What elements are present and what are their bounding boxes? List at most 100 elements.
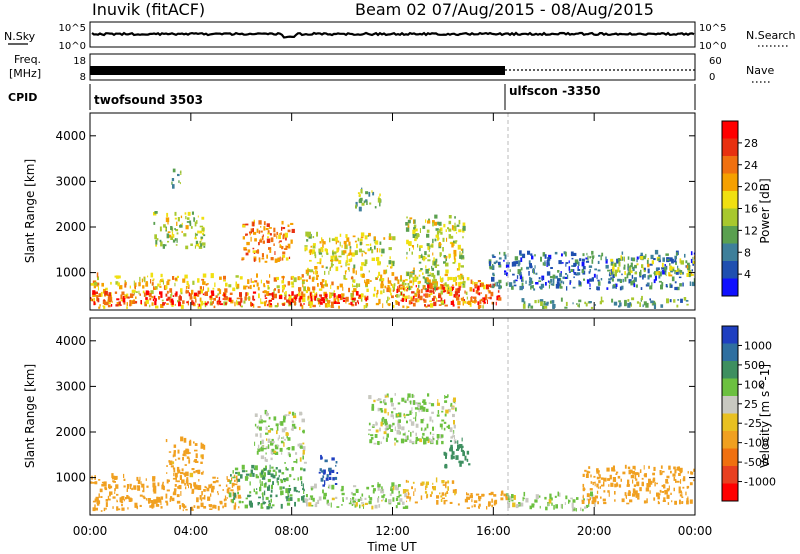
velocity-cell [652,477,656,482]
velocity-cell [678,490,682,494]
velocity-cell [336,506,340,508]
velocity-cell [441,440,444,445]
power-cell [245,233,248,236]
velocity-cell [318,471,321,474]
velocity-cell [549,497,553,501]
power-cell [134,286,136,290]
power-cell [118,275,121,279]
velocity-cell [165,439,168,443]
power-cell [458,266,461,271]
power-cell [423,298,425,302]
velocity-cell [269,464,271,470]
velocity-cell [426,423,429,429]
power-cell [412,302,416,307]
velocity-cell [265,465,267,469]
power-cell [668,274,673,277]
power-cell [207,301,209,304]
nsearch-label: N.Search [746,29,796,42]
velocity-cell [232,470,234,474]
velocity-cell [311,504,314,507]
velocity-cell [328,468,332,472]
power-cell [321,297,325,301]
power-cell [154,300,157,306]
velocity-cell [420,495,423,500]
velocity-cell [443,451,446,455]
velocity-cell [380,489,383,491]
velocity-cell [320,477,324,482]
velocity-cell [627,466,631,469]
power-cell [611,298,614,303]
velocity-cell [456,448,459,451]
power-cell [439,242,441,247]
velocity-cell [648,478,651,484]
power-cell [431,272,434,277]
power-cell [184,212,187,215]
power-cell [590,306,594,309]
power-cell [160,241,163,247]
velocity-cell [411,441,415,444]
velocity-cell [276,477,278,483]
velocity-cell [197,469,201,475]
velocity-cell [201,472,204,475]
power-colorbar-tick-label: 24 [744,159,758,172]
power-cell [152,278,155,281]
velocity-cell [612,477,616,482]
power-cell [329,266,332,269]
velocity-cell [268,503,271,507]
power-cell [417,280,421,284]
power-cell [156,238,159,241]
velocity-cell [529,505,532,510]
velocity-cell [444,413,447,417]
power-cell [158,296,161,300]
power-cell [365,191,369,195]
velocity-cell [379,427,381,432]
power-cell [147,275,149,278]
power-cell [273,233,276,237]
velocity-cell [281,472,285,475]
power-cell [174,303,176,306]
power-cell [392,261,395,267]
power-cell [162,280,164,285]
power-cell [686,274,690,277]
power-cell [319,258,322,262]
power-cell [115,281,119,285]
velocity-cell [460,449,465,452]
power-cell [266,291,270,296]
velocity-cell [377,483,381,488]
power-cell [494,282,496,287]
power-cell [282,303,285,306]
power-cell [172,239,176,243]
velocity-cell [512,502,516,508]
power-cell [636,259,638,263]
power-cell [692,260,695,264]
power-cell [476,285,480,291]
velocity-cell [257,448,261,452]
time-tick-label: 16:00 [476,524,511,538]
power-cell [533,288,536,291]
power-cell [360,189,363,194]
velocity-cell [659,489,662,493]
velocity-cell [385,437,388,442]
velocity-cell [452,489,456,494]
velocity-cell [259,418,263,420]
power-cell [678,276,682,279]
velocity-cell [167,479,170,482]
power-cell [454,240,457,244]
velocity-cell [308,497,311,500]
power-cell [359,241,362,246]
velocity-cell [429,416,432,422]
velocity-cell [599,486,601,489]
velocity-cell [589,497,591,501]
velocity-cell [244,476,248,481]
velocity-cell [270,473,274,478]
time-tick-label: 04:00 [174,524,209,538]
power-cell [354,240,357,243]
power-cell [239,276,243,280]
velocity-cell [191,468,195,471]
power-cell [349,249,352,254]
velocity-cell [423,439,427,445]
velocity-cell [329,476,332,480]
power-cell [553,278,555,284]
power-cell [453,255,456,260]
